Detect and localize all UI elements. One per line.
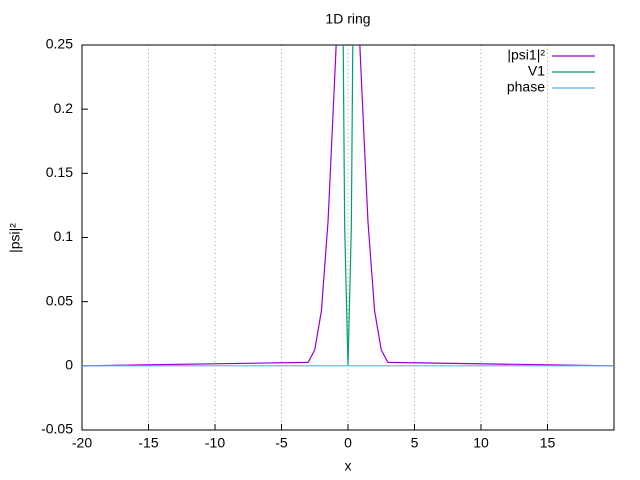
y-tick-label: 0.1 <box>54 228 74 244</box>
x-axis-label: x <box>345 458 352 474</box>
y-tick-label: 0.25 <box>46 36 73 52</box>
y-tick-label: 0.2 <box>54 100 74 116</box>
series-line <box>342 45 354 366</box>
legend-label: V1 <box>528 63 545 79</box>
y-tick-label: 0.05 <box>46 292 73 308</box>
y-tick-label: 0.15 <box>46 164 73 180</box>
y-tick-label: -0.05 <box>41 421 73 437</box>
legend-label: |psi1|² <box>507 47 545 63</box>
chart-title: 1D ring <box>325 11 370 27</box>
x-tick-label: -15 <box>138 435 158 451</box>
x-tick-label: 10 <box>473 435 489 451</box>
series-line <box>82 45 614 367</box>
plot-border <box>81 44 615 431</box>
plot-area <box>82 45 614 367</box>
y-axis-label: |psi|² <box>7 223 23 253</box>
x-tick-label: -20 <box>72 435 92 451</box>
x-tick-label: -5 <box>275 435 288 451</box>
legend-label: phase <box>507 79 545 95</box>
x-tick-label: -10 <box>205 435 225 451</box>
x-tick-label: 5 <box>411 435 419 451</box>
y-tick-label: 0 <box>65 357 73 373</box>
x-tick-label: 0 <box>344 435 352 451</box>
x-tick-label: 15 <box>540 435 556 451</box>
